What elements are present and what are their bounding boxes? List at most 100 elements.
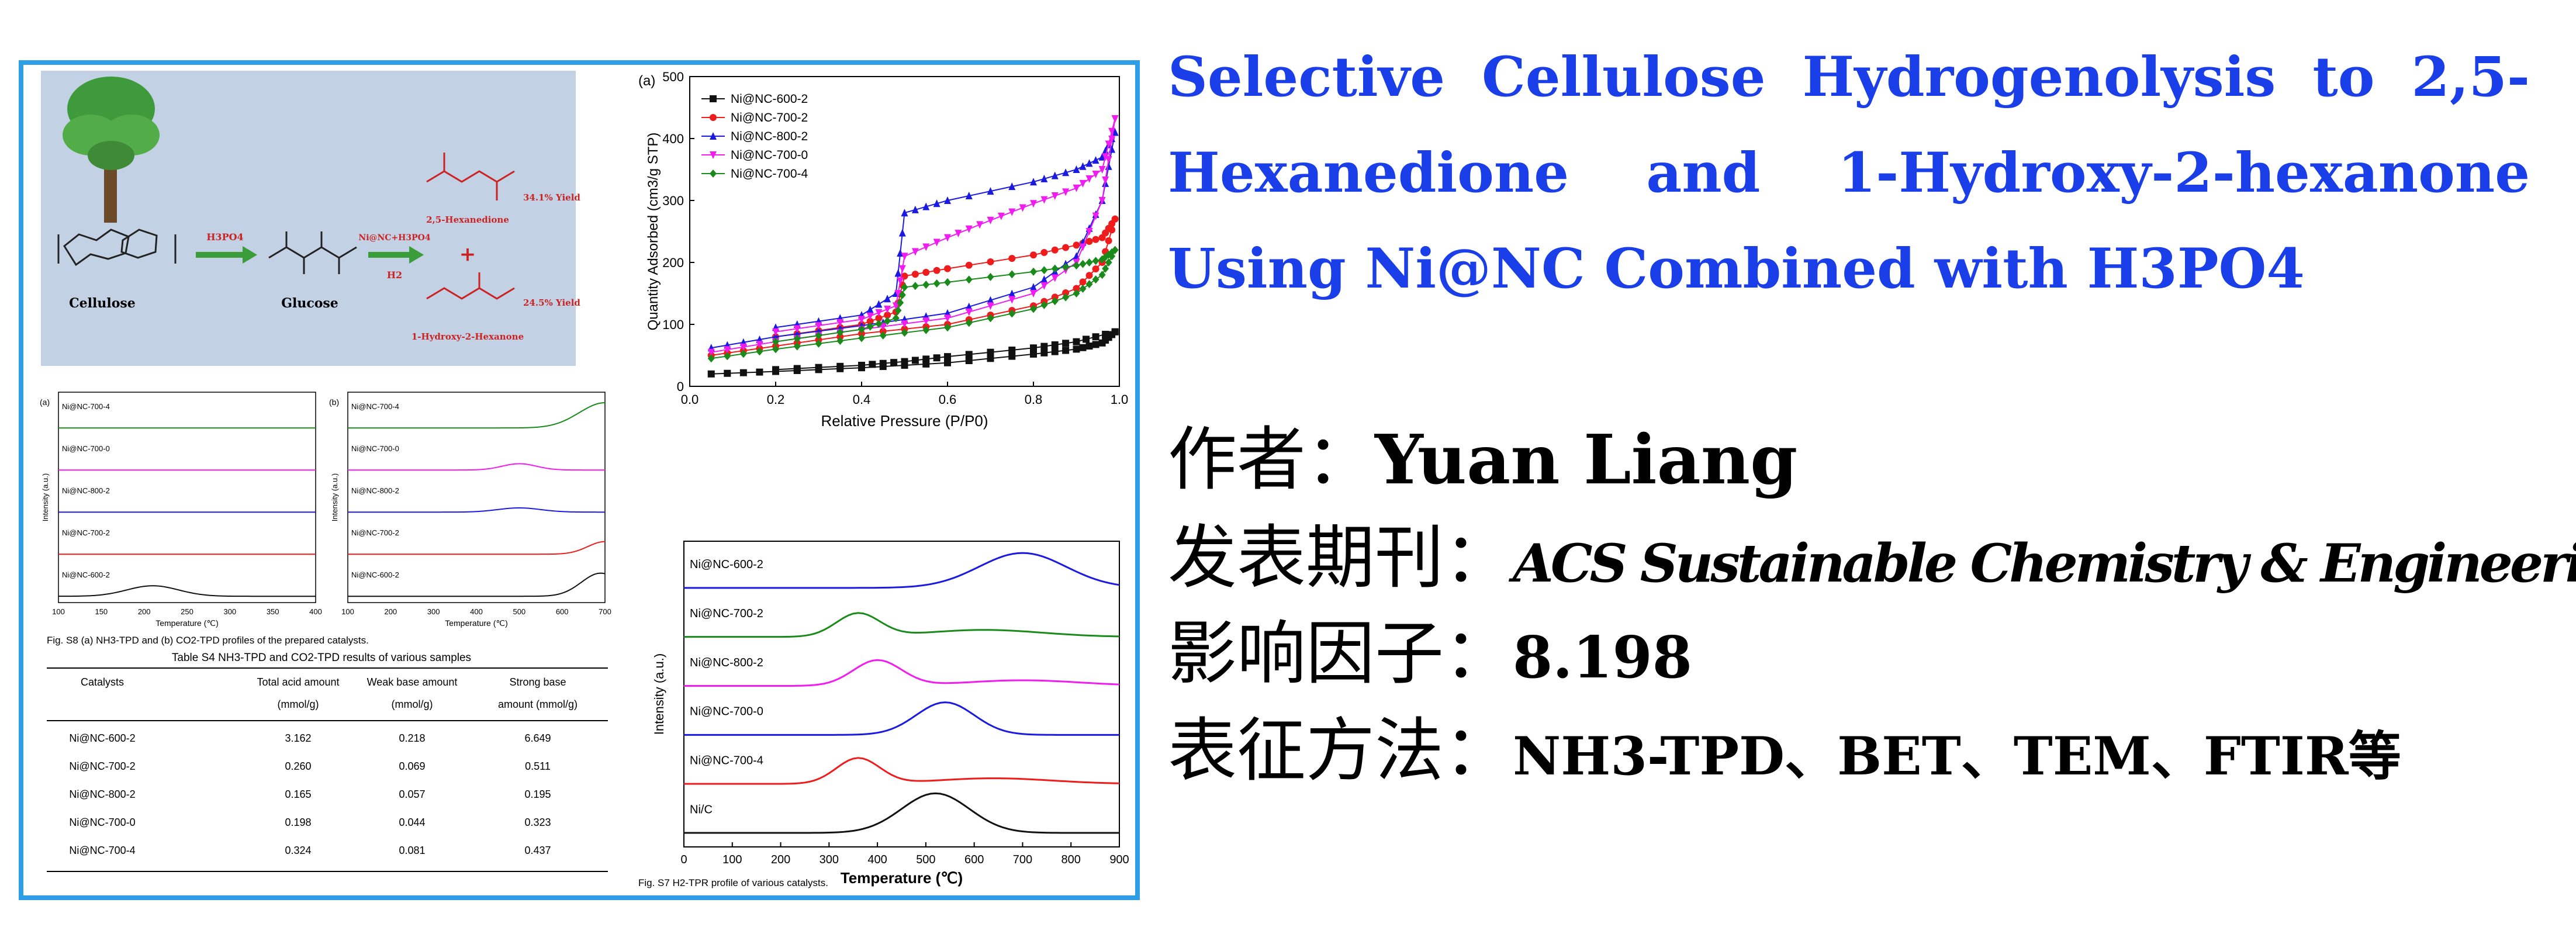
product1-yield: 34.1% Yield — [523, 192, 580, 203]
bet-data-point — [710, 114, 717, 121]
bet-data-point — [1098, 255, 1106, 264]
tpd-panel-label: (a) — [40, 397, 50, 407]
bet-data-point — [1079, 243, 1087, 251]
tpd-x-tick-label: 600 — [556, 607, 569, 616]
bet-data-point — [836, 328, 844, 337]
table-cell: 0.069 — [399, 760, 425, 772]
bet-data-point — [1079, 179, 1087, 188]
bet-data-point — [898, 265, 906, 273]
bet-data-point — [1051, 341, 1059, 348]
bet-data-point — [1073, 345, 1080, 353]
bet-data-point — [1073, 261, 1080, 270]
table-cell: 0.198 — [285, 817, 311, 828]
tpr-x-tick-label: 800 — [1061, 853, 1081, 866]
bet-data-point — [1008, 208, 1016, 216]
bet-data-point — [1079, 162, 1087, 170]
table-header-cell-sub: (mmol/g) — [278, 698, 319, 710]
bet-legend-label: Ni@NC-600-2 — [731, 92, 808, 106]
figure-svg: Cellulose H3PO4 Glucose Ni@NC+H3PO4 H2 3… — [40, 70, 1129, 888]
bet-data-point — [894, 306, 902, 315]
table-cell: 0.044 — [399, 817, 425, 828]
tpd-x-tick-label: 300 — [427, 607, 440, 616]
bet-data-point — [772, 337, 779, 346]
bet-data-point — [1085, 272, 1093, 279]
author-row: 作者：Yuan Liang — [1168, 403, 1797, 503]
bet-data-point — [1030, 290, 1037, 297]
bet-data-point — [955, 230, 962, 238]
bet-data-point — [1098, 197, 1106, 205]
tpd-y-axis-label: Intensity (a.u.) — [330, 473, 339, 521]
tpr-plot-frame — [683, 541, 1120, 847]
tpd-x-axis-label: Temperature (℃) — [155, 618, 219, 628]
table-cell: 0.081 — [399, 845, 425, 856]
bet-data-point — [965, 308, 973, 316]
bet-data-point — [965, 357, 973, 365]
bet-data-point — [1030, 251, 1037, 259]
tpr-chart: 0 100 200 300 400 500 600 700 800 900 Temperature … — [638, 541, 1129, 888]
bet-data-point — [911, 271, 919, 278]
bet-data-point — [922, 355, 930, 363]
bet-data-point — [793, 325, 801, 333]
bet-data-point — [884, 306, 891, 314]
bet-data-point — [772, 328, 779, 336]
bet-data-point — [1062, 168, 1070, 177]
bet-data-point — [724, 352, 731, 361]
bet-data-point — [1030, 350, 1037, 358]
reaction-arrow-1 — [196, 246, 257, 264]
bet-legend-label: Ni@NC-700-2 — [731, 111, 808, 124]
tpd-series-line — [348, 402, 606, 429]
bet-data-point — [987, 348, 994, 356]
tpr-x-tick-label: 600 — [964, 853, 984, 866]
bet-data-point — [965, 225, 973, 233]
bet-data-point — [1030, 283, 1037, 291]
bet-data-point — [901, 252, 908, 261]
tpd-y-axis-label: Intensity (a.u.) — [41, 473, 50, 521]
methods-row: 表征方法：NH3-TPD、BET、TEM、FTIR等 — [1168, 694, 2401, 794]
tpr-x-axis-label: Temperature (℃) — [841, 869, 963, 887]
impact-label: 影响因子： — [1168, 613, 1513, 694]
bet-data-point — [965, 192, 973, 200]
bet-data-point — [1040, 249, 1048, 257]
table-cell: 0.323 — [524, 817, 551, 828]
bet-data-point — [965, 261, 973, 269]
bet-data-point — [869, 361, 876, 368]
bet-data-point — [987, 355, 994, 362]
bet-data-point — [724, 369, 731, 377]
bet-data-point — [1051, 264, 1059, 273]
bet-data-point — [793, 365, 801, 372]
bet-data-point — [901, 358, 908, 365]
bet-data-point — [911, 248, 919, 256]
tpd-series-label: Ni@NC-600-2 — [62, 570, 110, 579]
bet-data-point — [1030, 267, 1037, 276]
bet-data-point — [1111, 128, 1119, 136]
tpr-caption: Fig. S7 H2-TPR profile of various cataly… — [638, 877, 828, 888]
bet-data-point — [884, 317, 891, 326]
product2-structure — [426, 272, 515, 300]
table-cell: Ni@NC-700-4 — [69, 845, 135, 856]
table-cell: Ni@NC-700-0 — [69, 817, 135, 828]
bet-data-point — [1102, 153, 1109, 161]
table-cell: Ni@NC-700-2 — [69, 760, 135, 772]
tpr-x-tick-label: 300 — [820, 853, 839, 866]
bet-data-point — [897, 277, 904, 285]
table-cell: Ni@NC-800-2 — [69, 788, 135, 800]
tpr-x-tick-label: 100 — [722, 853, 742, 866]
bet-data-point — [965, 319, 973, 327]
bet-data-point — [901, 320, 908, 328]
table-cell: 0.324 — [285, 845, 311, 856]
bet-data-point — [933, 267, 941, 274]
bet-data-point — [710, 151, 717, 159]
bet-plot-frame — [689, 76, 1120, 387]
bet-data-point — [875, 314, 883, 322]
tpr-series-line-Ni@NC-700-0 — [684, 701, 1119, 736]
table-cell: 6.649 — [524, 732, 551, 744]
bet-data-point — [866, 322, 874, 331]
tpd-x-tick-label: 400 — [309, 607, 322, 616]
tpd-x-tick-label: 100 — [52, 607, 65, 616]
bet-data-point — [1105, 237, 1112, 244]
table-s4-title: Table S4 NH3-TPD and CO2-TPD results of … — [172, 652, 471, 664]
methods-label: 表征方法： — [1168, 710, 1513, 791]
table-header-cell: Weak base amount — [367, 676, 458, 688]
bet-y-tick-label: 200 — [662, 255, 684, 270]
bet-data-point — [879, 331, 887, 340]
